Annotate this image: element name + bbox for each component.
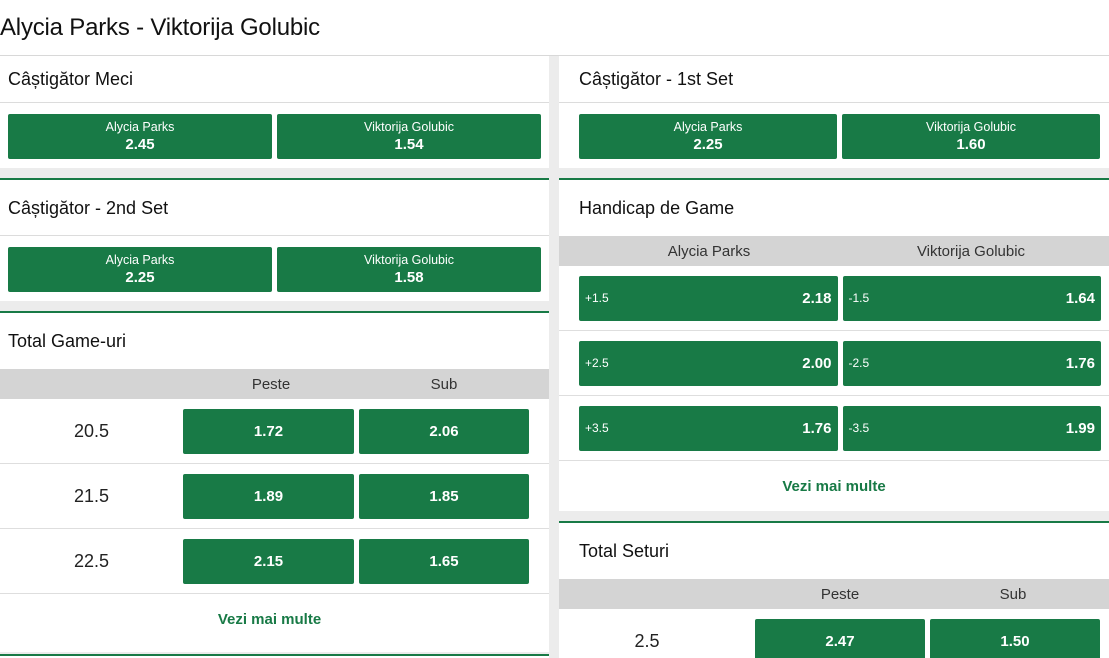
under-odd-button[interactable]: 1.85 [359, 473, 529, 519]
page-title: Alycia Parks - Viktorija Golubic [0, 0, 1109, 56]
total-row: 21.5 1.89 1.85 [0, 464, 549, 529]
odd-value: 1.76 [1065, 354, 1095, 372]
handicap-line: +1.5 [585, 291, 609, 305]
handicap-col1: Alycia Parks [667, 242, 751, 260]
under-label: Sub [430, 375, 458, 393]
handicap-line: -3.5 [848, 421, 870, 435]
handicap-line: -1.5 [848, 291, 870, 305]
under-odd-button[interactable]: 1.50 [930, 619, 1100, 658]
total-games-header: Peste Sub [0, 369, 549, 399]
under-odd-button[interactable]: 1.65 [359, 538, 529, 584]
odd-value: 1.64 [1065, 289, 1095, 307]
over-odd-button[interactable]: 1.72 [183, 408, 354, 454]
player-name: Viktorija Golubic [363, 252, 455, 267]
handicap-row: +1.5 2.18 -1.5 1.64 [559, 266, 1109, 331]
under-odd-button[interactable]: 2.06 [359, 408, 529, 454]
odd-button-player2[interactable]: Viktorija Golubic 1.58 [277, 247, 541, 292]
odd-value: 1.99 [1065, 419, 1095, 437]
total-line: 20.5 [73, 420, 110, 441]
odd-value: 2.00 [802, 354, 832, 372]
market-total-games: Total Game-uri Peste Sub 20.5 1.72 2.06 … [0, 311, 549, 652]
handicap-odd-button-player1[interactable]: +2.5 2.00 [579, 340, 838, 386]
player-name: Alycia Parks [105, 252, 175, 267]
total-line: 22.5 [73, 550, 110, 571]
odd-value: 2.45 [125, 135, 155, 153]
odd-value: 1.76 [802, 419, 832, 437]
see-more-link[interactable]: Vezi mai multe [217, 611, 322, 628]
odd-value: 1.58 [394, 268, 424, 286]
handicap-odd-button-player1[interactable]: +1.5 2.18 [579, 275, 838, 321]
over-label: Peste [251, 375, 291, 393]
player-name: Alycia Parks [673, 119, 743, 134]
market-first-set: Câștigător - 1st Set Alycia Parks 2.25 V… [559, 56, 1109, 168]
odd-value: 1.60 [956, 135, 986, 153]
handicap-odd-button-player1[interactable]: +3.5 1.76 [579, 405, 838, 451]
odd-button-player1[interactable]: Alycia Parks 2.25 [8, 247, 272, 292]
handicap-odd-button-player2[interactable]: -1.5 1.64 [842, 275, 1101, 321]
market-title: Handicap de Game [579, 198, 735, 218]
odd-button-player2[interactable]: Viktorija Golubic 1.60 [842, 114, 1100, 159]
handicap-header: Alycia Parks Viktorija Golubic [559, 236, 1109, 266]
market-title: Total Game-uri [8, 331, 127, 351]
total-row: 20.5 1.72 2.06 [0, 399, 549, 464]
total-row: 2.5 2.47 1.50 [559, 609, 1109, 658]
next-market-edge [0, 654, 549, 658]
over-odd-button[interactable]: 2.47 [755, 619, 925, 658]
handicap-line: +3.5 [585, 421, 609, 435]
over-label: Peste [820, 585, 860, 603]
handicap-col2: Viktorija Golubic [916, 242, 1026, 260]
over-odd-button[interactable]: 2.15 [183, 538, 354, 584]
handicap-row: +2.5 2.00 -2.5 1.76 [559, 331, 1109, 396]
over-odd-button[interactable]: 1.89 [183, 473, 354, 519]
handicap-line: +2.5 [585, 356, 609, 370]
odd-button-player1[interactable]: Alycia Parks 2.45 [8, 114, 272, 159]
handicap-line: -2.5 [848, 356, 870, 370]
player-name: Viktorija Golubic [363, 119, 455, 134]
market-game-handicap: Handicap de Game Alycia Parks Viktorija … [559, 178, 1109, 511]
handicap-row: +3.5 1.76 -3.5 1.99 [559, 396, 1109, 461]
market-title: Total Seturi [579, 541, 670, 561]
market-title: Câștigător - 2nd Set [0, 180, 549, 236]
total-line: 2.5 [634, 631, 660, 651]
market-total-sets: Total Seturi Peste Sub 2.5 2.47 1.50 [559, 521, 1109, 658]
player-name: Alycia Parks [105, 119, 175, 134]
market-title: Câștigător Meci [0, 56, 549, 103]
odd-value: 2.25 [125, 268, 155, 286]
handicap-odd-button-player2[interactable]: -2.5 1.76 [842, 340, 1101, 386]
odd-value: 2.25 [693, 135, 723, 153]
total-sets-header: Peste Sub [559, 579, 1109, 609]
odd-button-player1[interactable]: Alycia Parks 2.25 [579, 114, 837, 159]
under-label: Sub [999, 585, 1027, 603]
see-more-link[interactable]: Vezi mai multe [782, 478, 886, 495]
market-match-winner: Câștigător Meci Alycia Parks 2.45 Viktor… [0, 56, 549, 168]
market-second-set: Câștigător - 2nd Set Alycia Parks 2.25 V… [0, 178, 549, 301]
player-name: Viktorija Golubic [925, 119, 1017, 134]
total-line: 21.5 [73, 485, 110, 506]
odd-button-player2[interactable]: Viktorija Golubic 1.54 [277, 114, 541, 159]
odd-value: 2.18 [802, 289, 832, 307]
handicap-odd-button-player2[interactable]: -3.5 1.99 [842, 405, 1101, 451]
total-row: 22.5 2.15 1.65 [0, 529, 549, 594]
market-title: Câștigător - 1st Set [559, 56, 1109, 103]
odd-value: 1.54 [394, 135, 424, 153]
